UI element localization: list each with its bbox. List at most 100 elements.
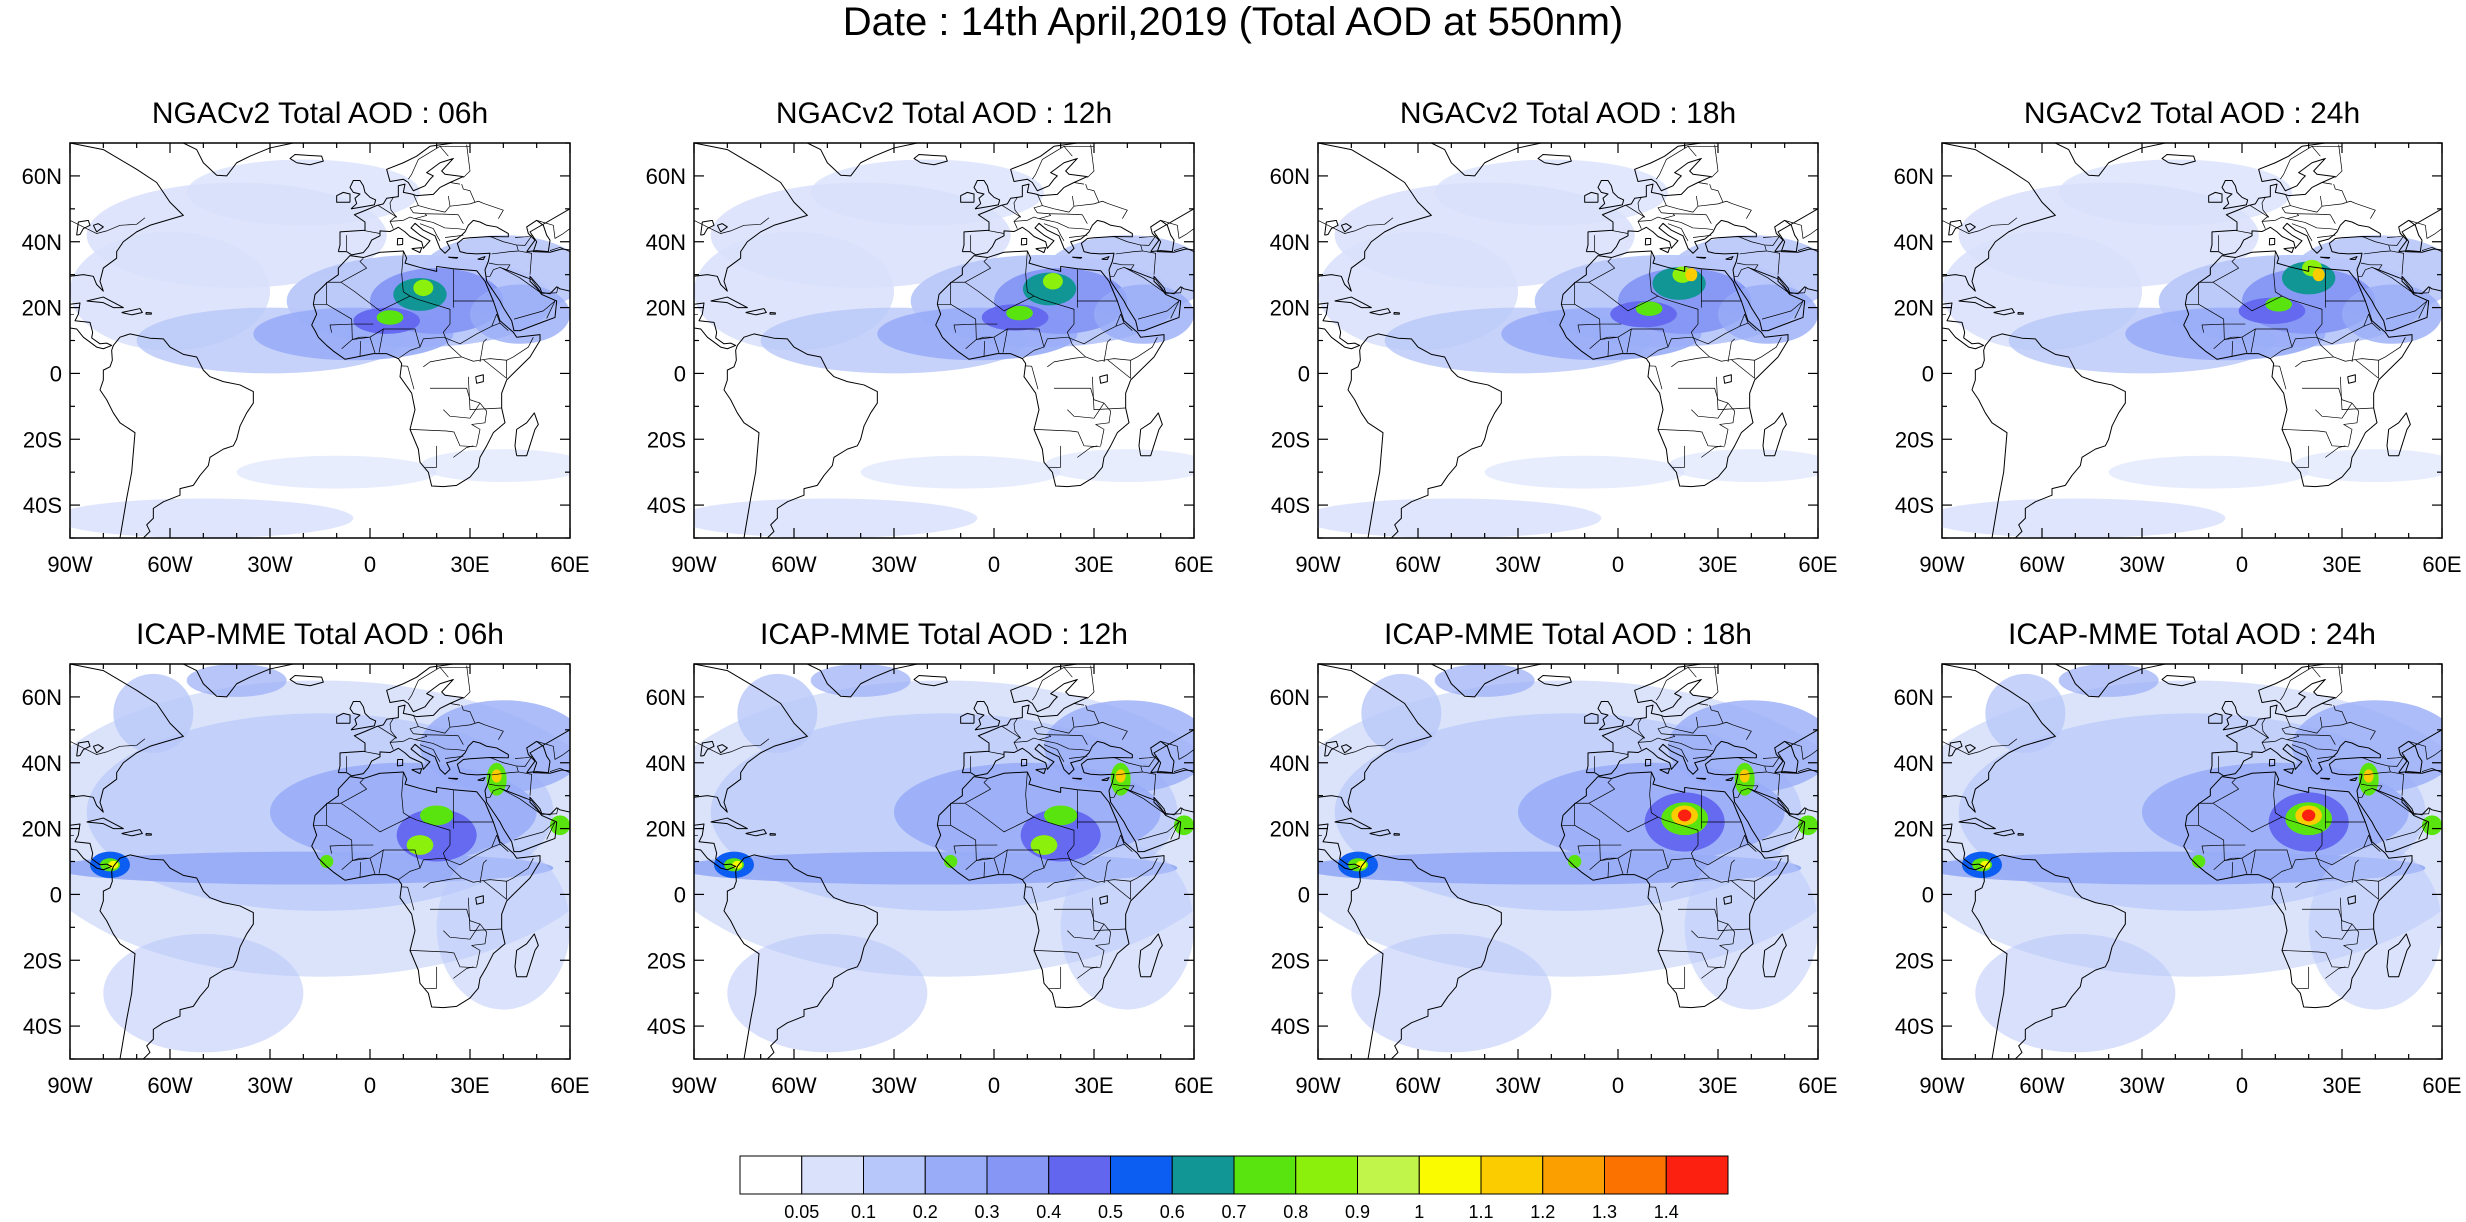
aod-field — [70, 143, 570, 538]
panel-title: ICAP-MME Total AOD : 06h — [136, 618, 504, 651]
lon-tick-label: 30E — [1074, 552, 1113, 577]
map-panel-icap-18h: ICAP-MME Total AOD : 18h 90W 60W 30W 0 30E 60E… — [1270, 618, 1838, 1098]
country-borders — [694, 665, 1194, 989]
lon-tick-label: 30E — [2322, 552, 2361, 577]
aod-field — [1942, 664, 2442, 1059]
lat-tick-label: 40N — [22, 751, 62, 776]
colorbar-label: 1.3 — [1592, 1202, 1617, 1222]
map-panel-icap-6h: ICAP-MME Total AOD : 06h 90W 60W 30W 0 30E 60E… — [22, 618, 590, 1098]
lat-tick-label: 40N — [1894, 230, 1934, 255]
aod-field — [694, 664, 1194, 1059]
colorbar-label: 1 — [1414, 1202, 1424, 1222]
lon-tick-label: 60W — [771, 1073, 816, 1098]
colorbar-label: 0.3 — [974, 1202, 999, 1222]
lat-tick-label: 0 — [50, 361, 62, 386]
colorbar-swatch — [1665, 1155, 1729, 1195]
lat-tick-label: 0 — [674, 361, 686, 386]
colorbar-swatch — [1110, 1155, 1173, 1195]
colorbar-label: 0.7 — [1221, 1202, 1246, 1222]
lat-tick-label: 20S — [1895, 427, 1934, 452]
lon-tick-label: 0 — [364, 552, 376, 577]
lat-tick-label: 20N — [1894, 296, 1934, 321]
lon-tick-label: 90W — [1919, 552, 1964, 577]
lon-tick-label: 30E — [1698, 1073, 1737, 1098]
colorbar-label: 1.1 — [1468, 1202, 1493, 1222]
colorbar-swatch — [1418, 1155, 1482, 1195]
colorbar-swatch — [1295, 1155, 1358, 1195]
colorbar-swatch — [1604, 1155, 1667, 1195]
colorbar-label: 0.5 — [1098, 1202, 1123, 1222]
lon-tick-label: 90W — [1295, 552, 1340, 577]
colorbar-swatch — [1233, 1155, 1297, 1195]
lon-tick-label: 60E — [1798, 1073, 1837, 1098]
map-panel-ngac-24h: NGACv2 Total AOD : 24h 90W 60W 30W 0 30E 60E 60… — [1894, 97, 2462, 577]
panel-title: ICAP-MME Total AOD : 18h — [1384, 618, 1752, 651]
lon-tick-label: 60E — [1798, 552, 1837, 577]
colorbar-swatch — [986, 1155, 1050, 1195]
lon-tick-label: 30W — [2119, 1073, 2164, 1098]
lat-tick-label: 20N — [1270, 296, 1310, 321]
lat-tick-label: 20N — [22, 817, 62, 842]
lat-tick-label: 40S — [647, 1014, 686, 1039]
lon-tick-label: 30E — [450, 552, 489, 577]
colorbar-label: 0.1 — [851, 1202, 876, 1222]
lat-tick-label: 60N — [1270, 164, 1310, 189]
lat-tick-label: 40S — [1271, 493, 1310, 518]
lat-tick-label: 60N — [1894, 164, 1934, 189]
lon-tick-label: 0 — [1612, 552, 1624, 577]
colorbar-label: 0.2 — [913, 1202, 938, 1222]
colorbar: 0.05 0.1 0.2 0.3 0.4 0.5 0.6 0.7 0.8 0.9 1 1.1 1.2 1.… — [739, 1155, 1729, 1222]
lat-tick-label: 20S — [647, 427, 686, 452]
aod-field — [1942, 143, 2442, 538]
country-borders — [1318, 144, 1818, 468]
panel-title: ICAP-MME Total AOD : 24h — [2008, 618, 2376, 651]
colorbar-swatch — [1171, 1155, 1235, 1195]
lon-tick-label: 30E — [450, 1073, 489, 1098]
colorbar-label: 0.05 — [784, 1202, 819, 1222]
colorbar-swatch — [1542, 1155, 1605, 1195]
lon-tick-label: 60E — [2422, 552, 2461, 577]
lon-tick-label: 60E — [2422, 1073, 2461, 1098]
lon-tick-label: 90W — [1295, 1073, 1340, 1098]
lat-tick-label: 20S — [1895, 948, 1934, 973]
lon-tick-label: 90W — [47, 1073, 92, 1098]
lat-tick-label: 60N — [22, 164, 62, 189]
lat-tick-label: 60N — [646, 164, 686, 189]
lon-tick-label: 60W — [147, 552, 192, 577]
lon-tick-label: 30E — [2322, 1073, 2361, 1098]
coastlines — [694, 664, 1194, 1059]
coastlines — [70, 143, 570, 538]
colorbar-swatch — [1480, 1155, 1544, 1195]
lon-tick-label: 30W — [2119, 552, 2164, 577]
lat-tick-label: 20N — [646, 817, 686, 842]
lon-tick-label: 30W — [247, 552, 292, 577]
lon-tick-label: 0 — [2236, 1073, 2248, 1098]
lon-tick-label: 0 — [988, 1073, 1000, 1098]
lat-tick-label: 0 — [1922, 882, 1934, 907]
colorbar-label: 0.8 — [1283, 1202, 1308, 1222]
coastlines — [1942, 143, 2442, 538]
lon-tick-label: 60W — [2019, 552, 2064, 577]
lat-tick-label: 20S — [1271, 948, 1310, 973]
lat-tick-label: 60N — [1270, 685, 1310, 710]
panel-title: NGACv2 Total AOD : 06h — [152, 97, 488, 130]
lat-tick-label: 40N — [22, 230, 62, 255]
lat-tick-label: 40N — [1894, 751, 1934, 776]
lon-tick-label: 30W — [1495, 552, 1540, 577]
lon-tick-label: 30W — [1495, 1073, 1540, 1098]
lat-tick-label: 0 — [1298, 882, 1310, 907]
lat-tick-label: 20S — [23, 948, 62, 973]
lon-tick-label: 30E — [1074, 1073, 1113, 1098]
lat-tick-label: 40S — [1895, 493, 1934, 518]
map-panel-ngac-18h: NGACv2 Total AOD : 18h 90W 60W 30W 0 30E 60E 60… — [1270, 97, 1838, 577]
lon-tick-label: 60W — [1395, 1073, 1440, 1098]
aod-shading — [70, 159, 570, 538]
aod-shading — [694, 664, 1194, 1053]
map-panel-ngac-12h: NGACv2 Total AOD : 12h 90W 60W 30W 0 30E 60E 60… — [646, 97, 1214, 577]
panel-title: ICAP-MME Total AOD : 12h — [760, 618, 1128, 651]
lat-tick-label: 0 — [1922, 361, 1934, 386]
lon-tick-label: 90W — [671, 1073, 716, 1098]
country-borders — [70, 665, 570, 989]
